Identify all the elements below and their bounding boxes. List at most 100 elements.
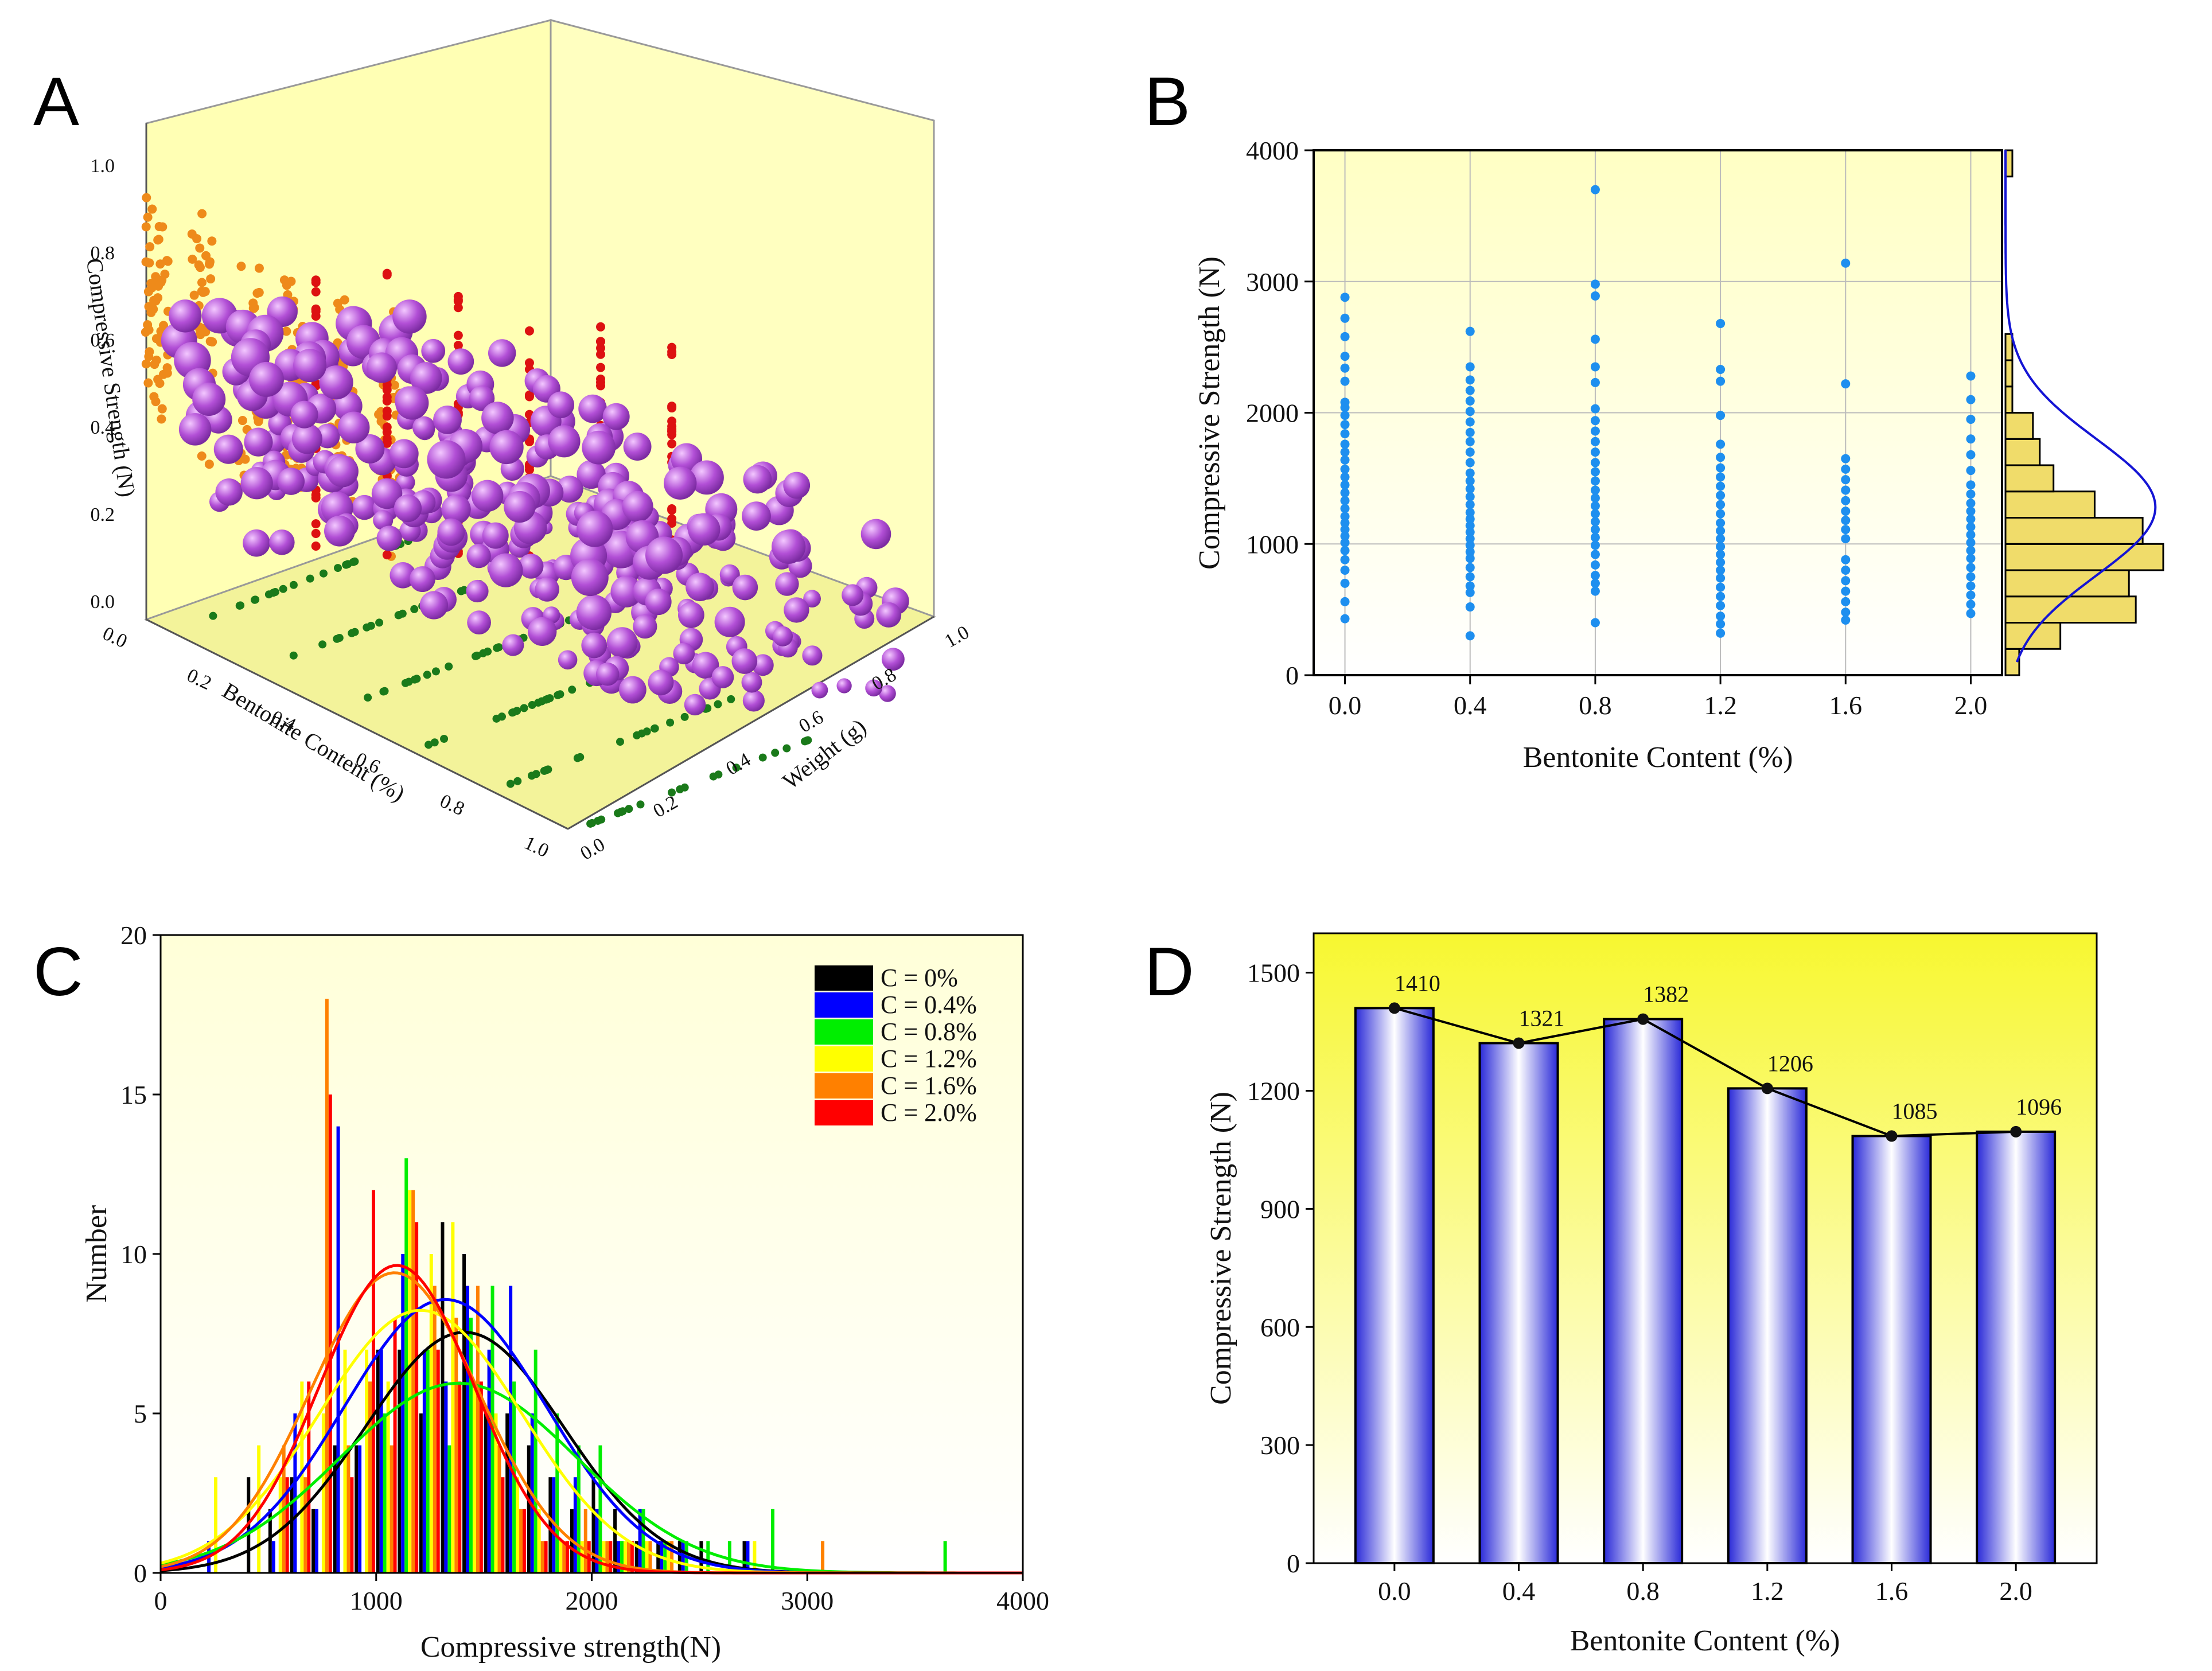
projection-point-green: [637, 729, 646, 738]
chart-a-xtick-label: 0.0: [99, 623, 130, 652]
chart-c-bar: [523, 1509, 526, 1573]
chart-b-scatter: 0.0 0.4 0.8 1.2 1.6 2.0 0 1000 2000 3000 4000 Bent…: [1193, 136, 2164, 774]
chart-c-bar: [943, 1541, 947, 1573]
panel-label-b: B: [1144, 63, 1190, 140]
chart-c-bar: [346, 1445, 351, 1573]
projection-point-orange: [254, 263, 264, 273]
sphere-point: [355, 434, 385, 463]
sphere-point: [394, 494, 422, 523]
projection-point-green: [506, 780, 515, 788]
sphere-point: [772, 529, 806, 564]
chart-d-data-label: 1085: [1892, 1098, 1938, 1124]
sphere-point: [467, 610, 491, 635]
projection-point-green: [803, 736, 811, 745]
chart-c-bar: [328, 1094, 332, 1573]
sphere-point: [502, 634, 524, 656]
chart-b-point: [1590, 618, 1600, 628]
projection-point-orange: [236, 262, 246, 271]
sphere-point: [645, 536, 683, 574]
projection-point-orange: [195, 326, 205, 336]
projection-point-red: [667, 504, 677, 513]
chart-d-ylabel: Compressive Strength (N): [1205, 1092, 1237, 1405]
chart-d-ytick-label: 600: [1260, 1312, 1300, 1342]
projection-point-green: [508, 708, 517, 717]
chart-b-point: [1465, 492, 1475, 501]
chart-b-point: [1465, 407, 1475, 416]
sphere-point: [433, 405, 462, 434]
sphere-point: [602, 403, 630, 430]
projection-point-green: [714, 700, 722, 708]
chart-b-point: [1465, 427, 1475, 437]
chart-c-ytick-label: 15: [120, 1080, 147, 1109]
projection-point-orange: [390, 380, 399, 390]
chart-b-point: [1716, 534, 1726, 544]
chart-b-point: [1590, 467, 1600, 477]
chart-b-point: [1590, 509, 1600, 519]
projection-point-green: [492, 714, 501, 723]
chart-d-plot-area: [1314, 933, 2097, 1563]
chart-a-spheres: [161, 296, 909, 716]
chart-c-bar: [630, 1541, 634, 1573]
chart-c-ytick-label: 0: [134, 1559, 147, 1588]
sphere-point: [244, 427, 273, 457]
projection-point-red: [311, 278, 321, 287]
chart-b-point: [1716, 365, 1726, 375]
sphere-point: [741, 672, 762, 693]
chart-b-point: [1716, 439, 1726, 449]
chart-c-bar: [447, 1445, 451, 1573]
sphere-point: [366, 352, 398, 383]
sphere-point: [535, 577, 559, 602]
chart-b-point: [1340, 566, 1350, 575]
chart-c-legend-label: C = 0%: [881, 964, 958, 992]
chart-c-bar: [727, 1541, 731, 1573]
chart-b-point: [1590, 485, 1600, 495]
chart-b-ytick-label: 4000: [1246, 136, 1299, 165]
chart-b-ytick-label: 1000: [1246, 529, 1299, 559]
chart-b-point: [1841, 555, 1851, 564]
projection-point-orange: [206, 274, 216, 284]
projection-point-green: [588, 819, 597, 827]
chart-a-x-axis: [146, 618, 568, 830]
chart-b-point: [1340, 376, 1350, 386]
chart-b-point: [1340, 480, 1350, 490]
chart-b-point: [1340, 504, 1350, 513]
chart-b-point: [1716, 628, 1726, 638]
chart-c-bar: [638, 1509, 642, 1573]
projection-point-green: [556, 690, 564, 699]
projection-point-red: [382, 385, 392, 395]
sphere-point: [743, 465, 772, 494]
projection-point-green: [771, 749, 780, 757]
chart-b-xtick-label: 0.4: [1454, 691, 1487, 720]
sphere-point: [352, 494, 377, 520]
chart-c-bar: [376, 1349, 380, 1573]
chart-c-bar: [290, 1477, 294, 1573]
chart-c-bar: [441, 1222, 445, 1573]
chart-c-bar: [350, 1477, 354, 1573]
sphere-point: [471, 480, 504, 512]
sphere-point: [582, 430, 616, 465]
chart-b-point: [1465, 547, 1475, 556]
chart-a-ytick-label: 1.0: [941, 622, 973, 652]
chart-b-point: [1340, 472, 1350, 482]
projection-point-green: [473, 651, 481, 660]
chart-b-point: [1716, 558, 1726, 567]
chart-c-bar: [562, 1541, 566, 1573]
chart-d-bar: [1727, 1087, 1808, 1564]
projection-point-green: [351, 557, 359, 566]
projection-point-red: [596, 349, 606, 359]
projection-point-red: [596, 322, 606, 332]
chart-b-point: [1590, 532, 1600, 542]
chart-b-point: [1590, 447, 1600, 457]
chart-c-bar: [667, 1541, 671, 1573]
projection-point-orange: [145, 258, 154, 268]
projection-point-red: [596, 337, 606, 346]
chart-c-bar: [355, 1445, 359, 1573]
chart-b-point: [1966, 414, 1976, 424]
projection-point-green: [271, 588, 279, 597]
sphere-point: [688, 513, 721, 546]
chart-c-bar: [408, 1190, 412, 1573]
sphere-point: [784, 597, 809, 623]
chart-b-point: [1465, 554, 1475, 563]
chart-d-data-label: 1382: [1643, 981, 1689, 1007]
chart-b-point: [1465, 476, 1475, 486]
